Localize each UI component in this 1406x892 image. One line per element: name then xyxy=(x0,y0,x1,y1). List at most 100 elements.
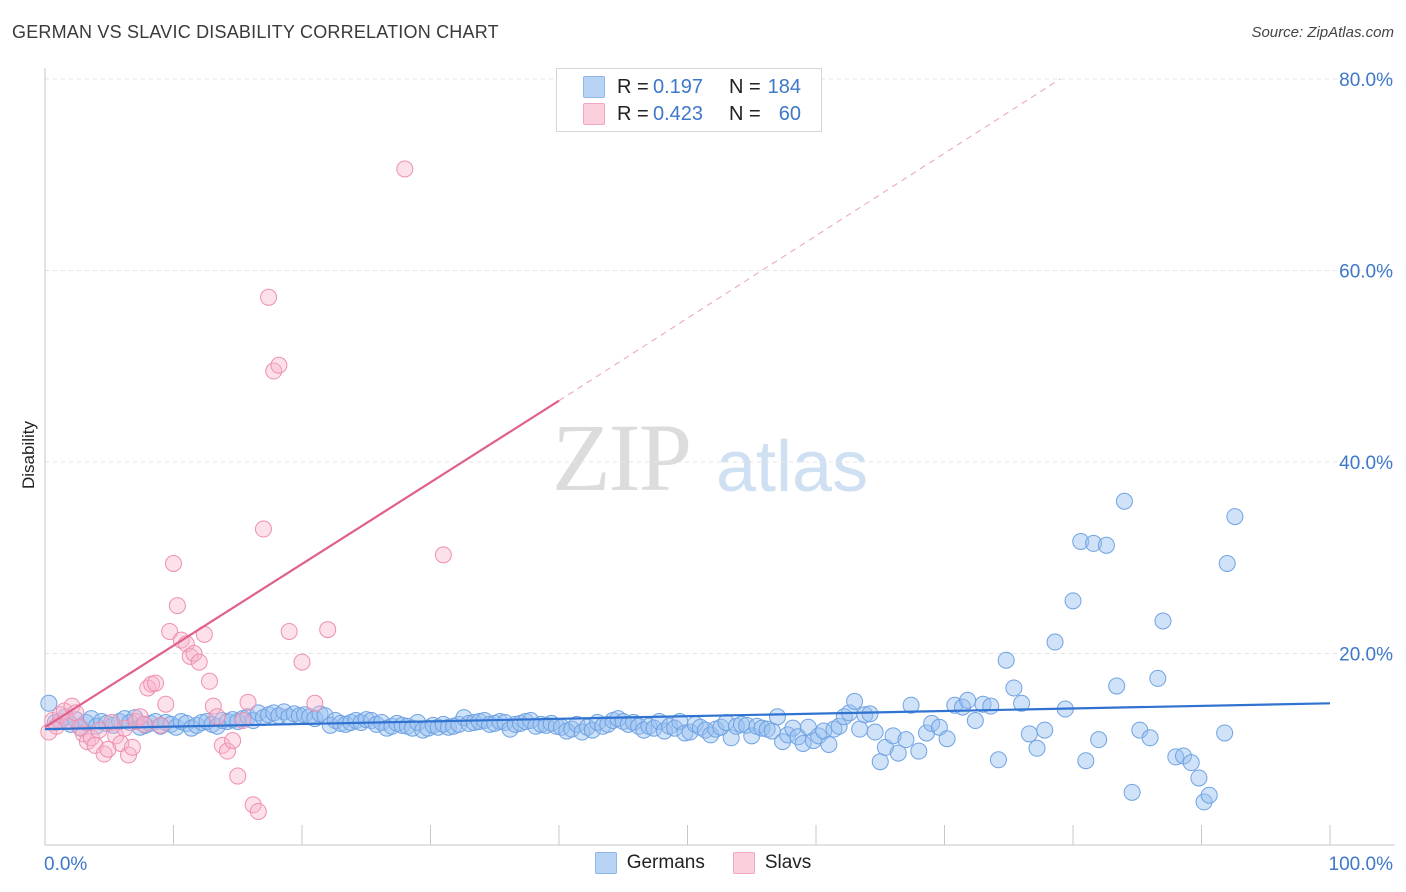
point-germans xyxy=(321,716,339,734)
point-germans xyxy=(1149,669,1167,687)
point-germans xyxy=(1218,554,1236,572)
legend-label-germans: Germans xyxy=(626,852,705,873)
point-germans xyxy=(889,744,907,762)
trend-line-slavs xyxy=(44,399,560,729)
legend-item-germans[interactable]: Germans xyxy=(594,852,705,874)
legend-r-label: R = xyxy=(617,102,649,125)
point-slavs xyxy=(161,622,179,640)
trend-line-slavs-extension xyxy=(558,78,1061,402)
y-axis-label: Disability xyxy=(19,420,38,489)
x-tick-label: 0.0% xyxy=(44,854,87,875)
point-germans xyxy=(825,720,843,738)
point-germans xyxy=(851,720,869,738)
y-tick-label: 80.0% xyxy=(1339,70,1393,91)
legend-r-value: 0.197 xyxy=(653,75,704,98)
point-germans xyxy=(182,719,200,737)
legend-swatch-slavs xyxy=(583,103,605,125)
point-slavs xyxy=(293,653,311,671)
point-germans xyxy=(501,720,519,738)
legend-n-label: N = xyxy=(729,102,761,125)
point-slavs xyxy=(147,674,165,692)
y-tick-label: 40.0% xyxy=(1339,453,1393,474)
point-germans xyxy=(1154,612,1172,630)
legend-row-slavs: R = 0.423 N = 60 xyxy=(583,102,801,126)
point-germans xyxy=(1064,592,1082,610)
point-germans xyxy=(1190,769,1208,787)
x-tick-label: 100.0% xyxy=(1329,854,1394,875)
point-germans xyxy=(1108,677,1126,695)
point-germans xyxy=(1046,633,1064,651)
point-germans xyxy=(959,691,977,709)
point-slavs xyxy=(135,715,153,733)
point-germans xyxy=(910,742,928,760)
point-slavs xyxy=(204,697,222,715)
legend-label-slavs: Slavs xyxy=(764,852,812,873)
y-tick-label: 60.0% xyxy=(1339,262,1393,283)
y-tick-label: 20.0% xyxy=(1339,645,1393,666)
point-germans xyxy=(1077,752,1095,770)
point-slavs xyxy=(434,546,452,564)
point-slavs xyxy=(249,802,267,820)
legend-n-label: N = xyxy=(729,75,761,98)
legend-n-value: 60 xyxy=(778,102,801,125)
legend-row-germans: R = 0.197 N = 184 xyxy=(583,75,801,99)
point-slavs xyxy=(260,288,278,306)
point-slavs xyxy=(224,732,242,750)
point-germans xyxy=(1115,492,1133,510)
point-germans xyxy=(1036,721,1054,739)
legend-n-value: 184 xyxy=(767,75,801,98)
point-germans xyxy=(861,705,879,723)
stats-legend: R = 0.197 N = 184 R = 0.423 N = 60 xyxy=(556,68,822,132)
point-germans xyxy=(753,719,771,737)
point-slavs xyxy=(280,622,298,640)
legend-item-slavs[interactable]: Slavs xyxy=(732,852,812,874)
point-germans xyxy=(989,751,1007,769)
watermark-atlas: atlas xyxy=(716,427,869,507)
point-germans xyxy=(1085,534,1103,552)
point-slavs xyxy=(270,356,288,374)
point-germans xyxy=(1123,783,1141,801)
watermark-zip: ZIP xyxy=(552,404,692,511)
trend-line-germans xyxy=(44,702,1331,731)
point-germans xyxy=(1182,754,1200,772)
legend-r-value: 0.423 xyxy=(653,102,704,125)
point-slavs xyxy=(218,742,236,760)
point-germans xyxy=(1141,729,1159,747)
point-germans xyxy=(768,708,786,726)
point-germans xyxy=(902,696,920,714)
point-slavs xyxy=(396,160,414,178)
point-slavs xyxy=(239,693,257,711)
point-germans xyxy=(938,730,956,748)
point-slavs xyxy=(123,738,141,756)
source-label: Source: ZipAtlas.com xyxy=(1251,24,1394,41)
point-germans xyxy=(249,704,267,722)
point-germans xyxy=(40,694,58,712)
point-germans xyxy=(1090,731,1108,749)
point-slavs xyxy=(131,708,149,726)
point-germans xyxy=(1072,532,1090,550)
point-germans xyxy=(815,722,833,740)
point-germans xyxy=(871,753,889,771)
point-slavs xyxy=(152,716,170,734)
point-germans xyxy=(830,717,848,735)
point-slavs xyxy=(200,672,218,690)
point-slavs xyxy=(190,653,208,671)
point-germans xyxy=(997,651,1015,669)
legend-r-label: R = xyxy=(617,75,649,98)
point-germans xyxy=(1020,725,1038,743)
point-germans xyxy=(429,718,447,736)
point-germans xyxy=(966,712,984,730)
point-germans xyxy=(1097,536,1115,554)
point-slavs xyxy=(208,708,226,726)
point-germans xyxy=(1216,724,1234,742)
point-germans xyxy=(439,718,457,736)
series-legend: Germans Slavs xyxy=(0,852,1406,874)
point-germans xyxy=(856,706,874,724)
legend-swatch-germans xyxy=(594,852,617,874)
point-germans xyxy=(820,735,838,753)
point-slavs xyxy=(165,554,182,572)
point-slavs xyxy=(229,767,247,785)
point-germans xyxy=(1028,739,1046,757)
point-germans xyxy=(573,723,591,741)
